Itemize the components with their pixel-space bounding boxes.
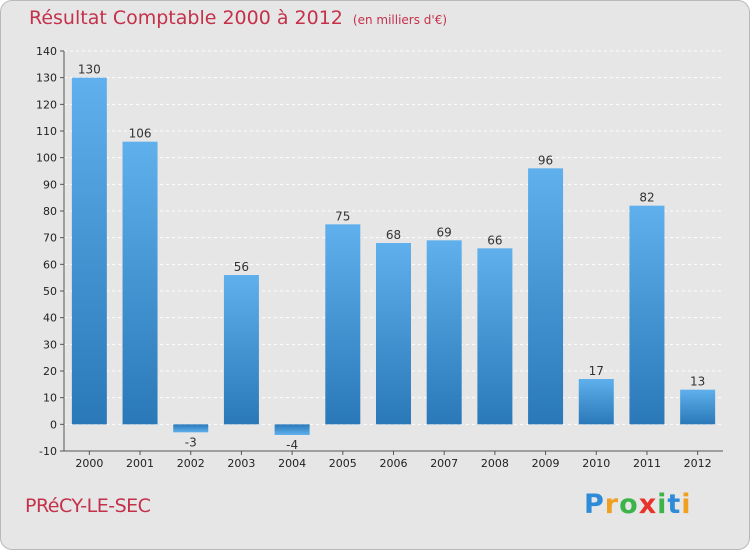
bar-2002 — [173, 424, 209, 433]
x-tick-label: 2009 — [532, 457, 560, 470]
y-tick-label: 110 — [36, 125, 57, 138]
data-label: 66 — [487, 233, 502, 247]
y-tick-label: 40 — [43, 312, 57, 325]
data-labels: 130 106 -3 56 -4 75 68 69 66 96 17 82 13 — [78, 63, 705, 452]
bar-2005 — [325, 224, 361, 425]
bar-2003 — [223, 275, 259, 425]
x-tick-label: 2011 — [633, 457, 661, 470]
commune-name: PRéCY-LE-SEC — [25, 495, 151, 517]
x-tick-label: 2001 — [126, 457, 154, 470]
title-unit: (en milliers d'€) — [352, 13, 448, 27]
bar-2007 — [426, 240, 462, 425]
x-tick-label: 2012 — [684, 457, 712, 470]
x-tick-label: 2005 — [329, 457, 357, 470]
logo-letter: x — [638, 489, 658, 520]
bar-2008 — [477, 248, 513, 425]
y-tick-label: 140 — [36, 45, 57, 58]
chart-title: Résultat Comptable 2000 à 2012 (en millie… — [29, 7, 447, 29]
logo-letter: r — [604, 489, 620, 520]
data-label: 68 — [386, 228, 401, 242]
data-label: 69 — [437, 225, 452, 239]
data-label: -3 — [185, 435, 197, 449]
data-label: 106 — [129, 127, 152, 141]
y-tick-label: 130 — [36, 72, 57, 85]
bar-2009 — [528, 168, 564, 425]
logo-letter: o — [619, 489, 639, 520]
data-label: 82 — [639, 191, 654, 205]
logo-letter: P — [584, 489, 605, 520]
bar-2012 — [680, 389, 716, 425]
y-tick-label: 100 — [36, 152, 57, 165]
y-tick-label: 10 — [43, 392, 57, 405]
bars — [71, 77, 716, 435]
y-tick-label: 50 — [43, 285, 57, 298]
data-label: 130 — [78, 63, 101, 77]
y-tick-label: 20 — [43, 365, 57, 378]
bar-2010 — [578, 379, 614, 425]
bar-2006 — [376, 243, 411, 425]
x-tick-label: 2010 — [582, 457, 610, 470]
data-label: 75 — [335, 209, 350, 223]
x-tick-label: 2003 — [227, 457, 255, 470]
data-label: 13 — [690, 375, 705, 389]
y-tick-label: -10 — [39, 445, 57, 458]
logo-letter: i — [657, 489, 668, 520]
x-tick-label: 2004 — [278, 457, 306, 470]
y-tick-label: 60 — [43, 258, 57, 271]
logo-letter: i — [681, 489, 692, 520]
x-tick-label: 2007 — [430, 457, 458, 470]
axes: -10 0 10 20 30 40 50 60 70 80 90 100 110 120 130 140 200… — [36, 45, 723, 470]
y-tick-label: 120 — [36, 98, 57, 111]
y-tick-label: 30 — [43, 338, 57, 351]
y-tick-label: 90 — [43, 178, 57, 191]
x-tick-label: 2000 — [75, 457, 103, 470]
bar-2000 — [71, 77, 107, 425]
bar-2011 — [629, 205, 665, 425]
title-text: Résultat Comptable 2000 à 2012 — [29, 7, 343, 29]
x-tick-label: 2002 — [177, 457, 205, 470]
bar-2004 — [274, 424, 310, 435]
y-tick-label: 70 — [43, 232, 57, 245]
bar-2001 — [122, 141, 158, 425]
data-label: 96 — [538, 153, 553, 167]
logo-letter: t — [667, 489, 682, 520]
data-label: -4 — [286, 438, 298, 452]
x-tick-label: 2006 — [380, 457, 408, 470]
x-tick-label: 2008 — [481, 457, 509, 470]
proxiti-logo: Proxiti — [584, 489, 692, 520]
y-tick-label: 0 — [50, 418, 57, 431]
data-label: 56 — [234, 260, 249, 274]
data-label: 17 — [589, 364, 604, 378]
y-tick-label: 80 — [43, 205, 57, 218]
